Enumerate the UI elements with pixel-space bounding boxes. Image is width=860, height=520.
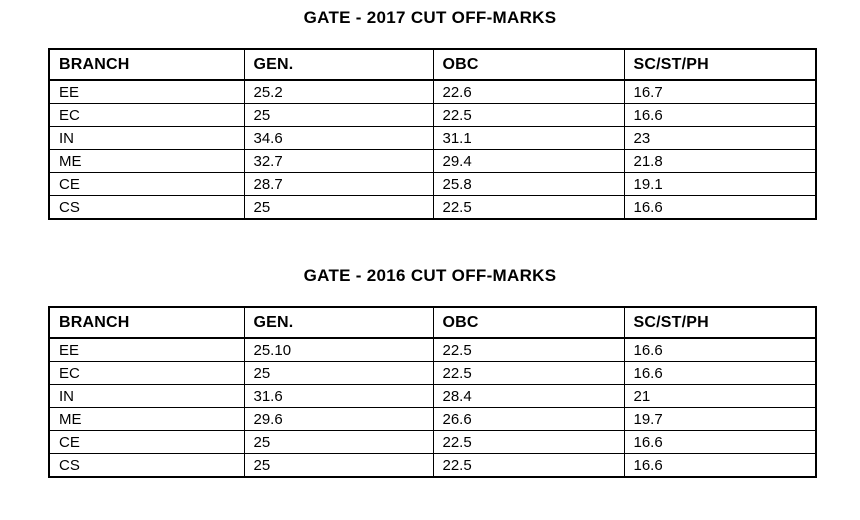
cell-obc: 22.5 xyxy=(432,103,625,127)
table-row: EE 25.10 22.5 16.6 xyxy=(48,337,817,362)
cell-gen: 32.7 xyxy=(243,149,434,173)
cell-gen: 25 xyxy=(243,430,434,454)
cell-scstph: 16.6 xyxy=(623,430,817,454)
section-gate-2016: GATE - 2016 CUT OFF-MARKS BRANCH GEN. OB… xyxy=(0,266,860,478)
table-title-2016: GATE - 2016 CUT OFF-MARKS xyxy=(303,266,557,285)
table-row: IN 34.6 31.1 23 xyxy=(48,126,817,150)
table-row: ME 29.6 26.6 19.7 xyxy=(48,407,817,431)
section-gate-2017: GATE - 2017 CUT OFF-MARKS BRANCH GEN. OB… xyxy=(0,0,860,220)
table-row: CS 25 22.5 16.6 xyxy=(48,453,817,478)
cell-scstph: 16.6 xyxy=(623,337,817,362)
cell-branch: CE xyxy=(48,172,245,196)
cell-gen: 31.6 xyxy=(243,384,434,408)
cell-scstph: 19.1 xyxy=(623,172,817,196)
cell-scstph: 16.6 xyxy=(623,103,817,127)
cell-obc: 29.4 xyxy=(432,149,625,173)
table-row: ME 32.7 29.4 21.8 xyxy=(48,149,817,173)
cell-branch: CE xyxy=(48,430,245,454)
column-header-branch: BRANCH xyxy=(48,306,245,339)
table-title-2017: GATE - 2017 CUT OFF-MARKS xyxy=(303,8,557,27)
cell-branch: ME xyxy=(48,407,245,431)
cell-obc: 22.5 xyxy=(432,195,625,220)
column-header-gen: GEN. xyxy=(243,306,434,339)
cell-scstph: 21.8 xyxy=(623,149,817,173)
column-header-scstph: SC/ST/PH xyxy=(623,48,817,81)
cell-scstph: 16.6 xyxy=(623,361,817,385)
table-row: EC 25 22.5 16.6 xyxy=(48,103,817,127)
cell-obc: 22.6 xyxy=(432,79,625,104)
cell-gen: 29.6 xyxy=(243,407,434,431)
table-row: CE 25 22.5 16.6 xyxy=(48,430,817,454)
cell-gen: 28.7 xyxy=(243,172,434,196)
table-row: IN 31.6 28.4 21 xyxy=(48,384,817,408)
cell-branch: ME xyxy=(48,149,245,173)
cell-gen: 25 xyxy=(243,453,434,478)
table-row: EE 25.2 22.6 16.7 xyxy=(48,79,817,104)
cell-obc: 25.8 xyxy=(432,172,625,196)
cell-scstph: 19.7 xyxy=(623,407,817,431)
column-header-gen: GEN. xyxy=(243,48,434,81)
cell-branch: IN xyxy=(48,126,245,150)
table-row: CS 25 22.5 16.6 xyxy=(48,195,817,220)
cell-branch: CS xyxy=(48,453,245,478)
cell-obc: 22.5 xyxy=(432,361,625,385)
cell-branch: EC xyxy=(48,103,245,127)
column-header-obc: OBC xyxy=(432,48,625,81)
column-header-obc: OBC xyxy=(432,306,625,339)
cell-gen: 25.2 xyxy=(243,79,434,104)
cutoff-table-2016: BRANCH GEN. OBC SC/ST/PH EE 25.10 22.5 1… xyxy=(48,306,817,478)
cell-gen: 25.10 xyxy=(243,337,434,362)
cell-obc: 22.5 xyxy=(432,337,625,362)
cell-gen: 25 xyxy=(243,361,434,385)
cell-obc: 22.5 xyxy=(432,430,625,454)
cell-gen: 25 xyxy=(243,103,434,127)
table-row: CE 28.7 25.8 19.1 xyxy=(48,172,817,196)
cell-branch: EE xyxy=(48,337,245,362)
table-row: EC 25 22.5 16.6 xyxy=(48,361,817,385)
cell-branch: EC xyxy=(48,361,245,385)
cell-gen: 34.6 xyxy=(243,126,434,150)
cell-scstph: 16.6 xyxy=(623,195,817,220)
cell-scstph: 16.7 xyxy=(623,79,817,104)
cell-scstph: 21 xyxy=(623,384,817,408)
cell-obc: 31.1 xyxy=(432,126,625,150)
cell-branch: EE xyxy=(48,79,245,104)
cell-obc: 28.4 xyxy=(432,384,625,408)
cell-gen: 25 xyxy=(243,195,434,220)
column-header-branch: BRANCH xyxy=(48,48,245,81)
cell-branch: CS xyxy=(48,195,245,220)
cell-scstph: 23 xyxy=(623,126,817,150)
cell-branch: IN xyxy=(48,384,245,408)
cell-scstph: 16.6 xyxy=(623,453,817,478)
cell-obc: 22.5 xyxy=(432,453,625,478)
header-row: BRANCH GEN. OBC SC/ST/PH xyxy=(48,306,817,339)
cell-obc: 26.6 xyxy=(432,407,625,431)
cutoff-table-2017: BRANCH GEN. OBC SC/ST/PH EE 25.2 22.6 16… xyxy=(48,48,817,220)
header-row: BRANCH GEN. OBC SC/ST/PH xyxy=(48,48,817,81)
column-header-scstph: SC/ST/PH xyxy=(623,306,817,339)
